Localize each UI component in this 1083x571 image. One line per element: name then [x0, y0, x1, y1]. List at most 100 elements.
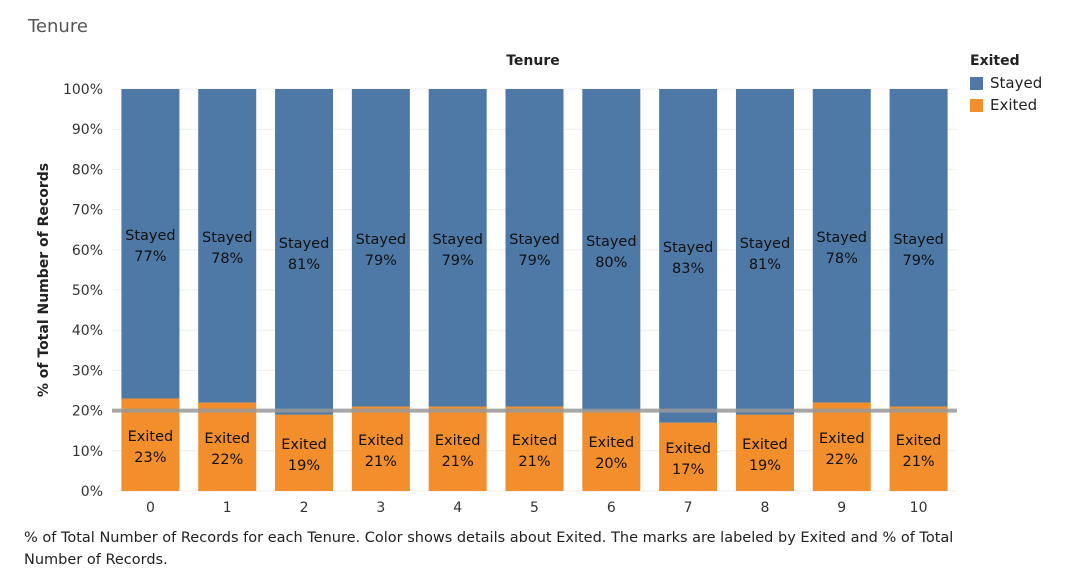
bar-label-exited-name: Exited	[204, 431, 250, 447]
bar-exited	[275, 414, 334, 491]
y-tick-label: 60%	[72, 243, 103, 259]
bar-exited	[889, 406, 948, 491]
y-tick-label: 0%	[81, 484, 103, 500]
bar-label-exited-name: Exited	[665, 441, 711, 457]
bar-label-stayed-name: Stayed	[586, 234, 636, 250]
bar-stayed	[889, 89, 948, 407]
x-tick-label: 7	[684, 500, 693, 516]
chart-caption: % of Total Number of Records for each Te…	[24, 530, 954, 568]
bar-label-exited-name: Exited	[512, 433, 558, 449]
bar-label-exited-value: 21%	[442, 454, 474, 470]
chart-title: Tenure	[506, 53, 560, 69]
bar-label-stayed-name: Stayed	[279, 236, 329, 252]
y-tick-label: 30%	[72, 363, 103, 379]
bar-label-exited-value: 19%	[288, 458, 320, 474]
bar-exited	[428, 406, 487, 491]
bar-label-stayed-value: 78%	[826, 251, 858, 267]
bar-label-stayed-value: 83%	[672, 261, 704, 277]
bar-label-stayed-name: Stayed	[817, 230, 867, 246]
bar-label-exited-value: 23%	[134, 450, 166, 466]
bar-label-exited-name: Exited	[742, 437, 788, 453]
y-tick-label: 10%	[72, 444, 103, 460]
bar-label-stayed-value: 80%	[595, 255, 627, 271]
legend-label-stayed: Stayed	[990, 74, 1043, 92]
bar-labels: Exited 23% Stayed 77% Exited 22% Stayed 78% Exit…	[125, 228, 944, 478]
x-tick-label: 0	[146, 500, 155, 516]
x-axis-ticks: 0 1 2 3 4 5 6 7 8 9 10	[146, 500, 928, 516]
bar-label-stayed-value: 81%	[288, 257, 320, 273]
bar-label-stayed-name: Stayed	[893, 232, 943, 248]
bar-label-exited-name: Exited	[281, 437, 327, 453]
bar-label-stayed-value: 79%	[902, 253, 934, 269]
bar-label-exited-value: 19%	[749, 458, 781, 474]
bar-label-exited-value: 21%	[518, 454, 550, 470]
x-tick-label: 8	[760, 500, 769, 516]
bar-label-stayed-name: Stayed	[356, 232, 406, 248]
legend-swatch-exited	[970, 98, 983, 112]
bar-exited	[735, 414, 794, 491]
bar-label-stayed-value: 79%	[442, 253, 474, 269]
bar-stayed	[428, 89, 487, 407]
bar-label-exited-value: 21%	[902, 454, 934, 470]
bar-stayed	[351, 89, 410, 407]
bar-exited	[351, 406, 410, 491]
bar-label-stayed-value: 78%	[211, 251, 243, 267]
y-axis-ticks: 0% 10% 20% 30% 40% 50% 60% 70% 80% 90% 100%	[63, 82, 103, 500]
x-tick-label: 4	[453, 500, 462, 516]
bar-label-exited-name: Exited	[589, 435, 635, 451]
bar-exited	[582, 410, 641, 491]
bar-label-stayed-value: 79%	[365, 253, 397, 269]
bar-stayed	[275, 89, 334, 415]
y-tick-label: 40%	[72, 323, 103, 339]
bar-label-exited-value: 22%	[826, 452, 858, 468]
bar-label-stayed-name: Stayed	[509, 232, 559, 248]
y-tick-label: 70%	[72, 203, 103, 219]
bar-stayed	[735, 89, 794, 415]
bar-label-stayed-name: Stayed	[432, 232, 482, 248]
bar-stayed	[582, 89, 641, 411]
y-tick-label: 100%	[63, 82, 103, 98]
x-tick-label: 5	[530, 500, 539, 516]
y-tick-label: 20%	[72, 404, 103, 420]
x-tick-label: 6	[607, 500, 616, 516]
legend-item-exited[interactable]: Exited	[970, 94, 1042, 116]
bar-label-exited-name: Exited	[896, 433, 942, 449]
bar-exited	[505, 406, 564, 491]
bar-stayed	[659, 89, 718, 423]
legend-title: Exited	[970, 53, 1020, 69]
x-tick-label: 2	[300, 500, 309, 516]
bar-stayed	[505, 89, 564, 407]
x-tick-label: 1	[223, 500, 232, 516]
sheet-title: Tenure	[28, 16, 88, 37]
y-tick-label: 80%	[72, 162, 103, 178]
bar-label-exited-name: Exited	[128, 429, 174, 445]
bar-label-stayed-name: Stayed	[663, 240, 713, 256]
legend: Exited Stayed Exited	[970, 53, 1042, 116]
y-axis-label: % of Total Number of Records	[36, 163, 52, 397]
x-tick-label: 10	[910, 500, 928, 516]
bar-label-stayed-value: 77%	[134, 249, 166, 265]
bar-label-exited-name: Exited	[819, 431, 865, 447]
legend-label-exited: Exited	[990, 96, 1038, 114]
legend-item-stayed[interactable]: Stayed	[970, 72, 1042, 94]
bar-label-exited-value: 22%	[211, 452, 243, 468]
bars	[121, 89, 948, 491]
bar-exited	[812, 402, 871, 491]
bar-label-exited-value: 20%	[595, 456, 627, 472]
bar-label-stayed-value: 79%	[518, 253, 550, 269]
bar-label-exited-name: Exited	[358, 433, 404, 449]
bar-label-exited-name: Exited	[435, 433, 481, 449]
bar-label-stayed-name: Stayed	[125, 228, 175, 244]
bar-stayed	[198, 89, 257, 403]
bar-label-stayed-value: 81%	[749, 257, 781, 273]
x-tick-label: 3	[376, 500, 385, 516]
y-tick-label: 50%	[72, 283, 103, 299]
bar-exited	[659, 422, 718, 491]
bar-stayed	[121, 89, 180, 399]
bar-label-stayed-name: Stayed	[740, 236, 790, 252]
x-tick-label: 9	[837, 500, 846, 516]
bar-label-exited-value: 17%	[672, 462, 704, 478]
bar-exited	[198, 402, 257, 491]
y-tick-label: 90%	[72, 122, 103, 138]
